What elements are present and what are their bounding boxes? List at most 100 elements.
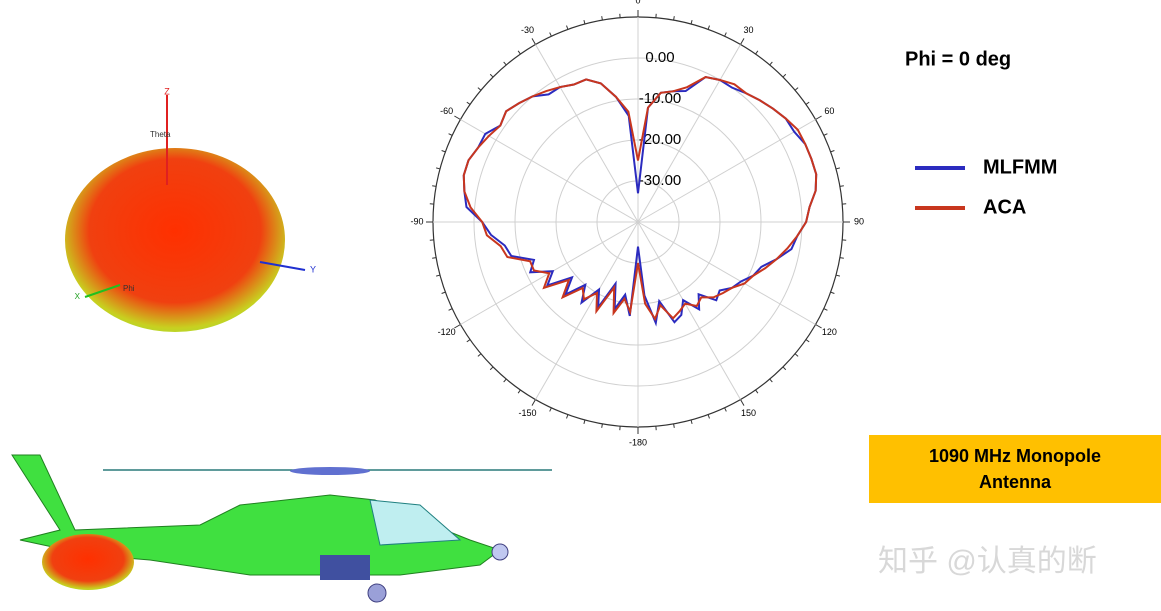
- minor-tick: [441, 291, 446, 294]
- gun: [491, 543, 509, 561]
- minor-tick: [441, 150, 446, 153]
- minor-tick: [517, 50, 521, 55]
- minor-tick: [794, 87, 799, 91]
- minor-tick: [839, 185, 844, 187]
- r-tick-label: -30.00: [639, 172, 682, 189]
- minor-tick: [690, 19, 693, 25]
- theta-grid-line: [637, 119, 816, 223]
- minor-tick: [769, 378, 773, 383]
- minor-tick: [477, 87, 482, 91]
- watermark: 知乎 @认真的断: [878, 545, 1097, 578]
- pattern-blob: [65, 148, 285, 332]
- minor-tick: [448, 133, 453, 136]
- pattern-3d: Z Theta Y Phi X: [65, 86, 316, 332]
- minor-tick: [769, 61, 773, 66]
- series-line: [462, 76, 818, 322]
- antenna-box: 1090 MHz Monopole Antenna: [869, 435, 1161, 503]
- x-axis: [84, 284, 121, 298]
- phi-label: Phi = 0 deg: [905, 48, 1011, 70]
- minor-tick: [823, 308, 828, 311]
- theta-tick-label: -90: [410, 216, 423, 226]
- minor-tick: [432, 185, 437, 187]
- minor-tick: [724, 407, 727, 412]
- minor-tick: [601, 16, 603, 21]
- r-tick-label: -10.00: [639, 90, 682, 107]
- minor-tick: [673, 16, 675, 21]
- minor-tick: [835, 274, 841, 277]
- minor-tick: [707, 25, 710, 30]
- minor-tick: [794, 353, 799, 357]
- minor-tick: [601, 423, 603, 428]
- theta-tick-label: 150: [741, 408, 756, 418]
- theta-grid-line: [637, 44, 741, 223]
- theta-tick-label: 0: [635, 0, 640, 5]
- y-axis: [259, 261, 306, 271]
- minor-tick: [489, 73, 494, 78]
- rotor-hub: [290, 467, 370, 475]
- minor-tick: [835, 167, 841, 170]
- axis-label: Z: [164, 86, 170, 96]
- minor-tick: [830, 150, 835, 153]
- wheel: [367, 583, 387, 603]
- theta-tick-label: -150: [518, 408, 536, 418]
- minor-tick: [489, 366, 494, 371]
- minor-tick: [566, 414, 569, 419]
- minor-tick: [755, 389, 759, 394]
- r-grid-circle: [473, 57, 803, 387]
- minor-tick: [815, 115, 822, 120]
- minor-tick: [583, 19, 586, 25]
- legend-label: ACA: [983, 196, 1026, 218]
- minor-tick: [477, 353, 482, 357]
- theta-grid-line: [535, 44, 639, 223]
- minor-tick: [782, 366, 787, 371]
- canopy: [369, 499, 462, 546]
- axis-label: Theta: [150, 130, 171, 139]
- r-tick-label: -20.00: [639, 131, 682, 148]
- minor-tick: [435, 274, 441, 277]
- minor-tick: [448, 308, 453, 311]
- minor-tick: [531, 399, 536, 406]
- minor-tick: [830, 291, 835, 294]
- minor-tick: [673, 423, 675, 428]
- r-grid-circle: [555, 139, 721, 305]
- minor-tick: [503, 61, 507, 66]
- minor-tick: [583, 419, 586, 425]
- minor-tick: [432, 257, 437, 259]
- theta-grid-line: [637, 221, 741, 400]
- theta-grid-line: [535, 221, 639, 400]
- r-tick-label: 0.00: [645, 49, 674, 66]
- minor-tick: [517, 389, 521, 394]
- minor-tick: [805, 101, 810, 105]
- theta-tick-label: 120: [822, 327, 837, 337]
- minor-tick: [740, 38, 745, 45]
- minor-tick: [503, 378, 507, 383]
- minor-tick: [690, 419, 693, 425]
- minor-tick: [566, 25, 569, 30]
- theta-grid-line: [637, 221, 816, 325]
- minor-tick: [454, 115, 461, 120]
- minor-tick: [531, 38, 536, 45]
- minor-tick: [839, 257, 844, 259]
- minor-tick: [755, 50, 759, 55]
- theta-tick-label: 90: [854, 216, 864, 226]
- theta-tick-label: -60: [440, 106, 453, 116]
- minor-tick: [815, 324, 822, 329]
- minor-tick: [782, 73, 787, 78]
- theta-tick-label: 30: [743, 25, 753, 35]
- legend-label: MLFMM: [983, 156, 1057, 178]
- minor-tick: [823, 133, 828, 136]
- weapon: [320, 555, 370, 580]
- theta-tick-label: -30: [521, 25, 534, 35]
- theta-tick-label: -120: [438, 327, 456, 337]
- minor-tick: [724, 32, 727, 37]
- minor-tick: [466, 101, 471, 105]
- minor-tick: [549, 407, 552, 412]
- theta-tick-label: -180: [629, 437, 647, 447]
- axis-label: Y: [310, 264, 316, 274]
- theta-tick-label: 60: [824, 106, 834, 116]
- axis-label: X: [75, 292, 81, 301]
- theta-grid-line: [460, 119, 639, 223]
- axis-label: Phi: [123, 284, 135, 293]
